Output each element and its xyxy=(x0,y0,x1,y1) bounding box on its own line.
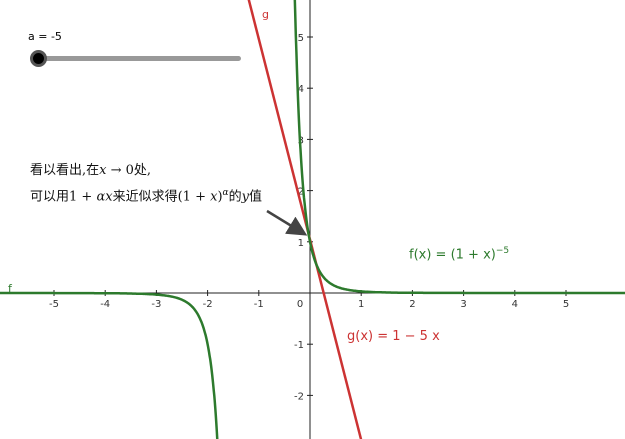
y-tick-label: 4 xyxy=(298,84,304,95)
x-tick-label: 5 xyxy=(563,299,569,310)
x-tick-label: 1 xyxy=(358,299,364,310)
slider-track[interactable] xyxy=(38,56,241,61)
annotation-line-2: 可以用1 + αx来近似求得(1 + x)α的y值 xyxy=(30,188,262,205)
x-tick-label: -5 xyxy=(49,299,59,310)
x-tick-label: -2 xyxy=(203,299,213,310)
slider-thumb[interactable] xyxy=(30,50,47,67)
x-tick-label: -4 xyxy=(100,299,110,310)
y-tick-label: 2 xyxy=(298,187,304,198)
x-tick-label: 2 xyxy=(409,299,415,310)
f-curve-right-branch[interactable] xyxy=(293,0,625,295)
x-tick-label: 4 xyxy=(512,299,518,310)
slider-label: a = -5 xyxy=(28,30,62,43)
y-tick-label: 1 xyxy=(298,238,304,249)
annotation-arrow xyxy=(266,209,308,236)
x-tick-label: 3 xyxy=(460,299,466,310)
y-tick-label: -1 xyxy=(294,340,304,351)
x-tick-label: 0 xyxy=(297,299,303,310)
g-curve-label: g xyxy=(262,8,269,21)
annotation-line-1: 看以看出,在x → 0处, xyxy=(30,163,152,178)
annotation-text: 看以看出,在x → 0处, 可以用1 + αx来近似求得(1 + x)α的y值 xyxy=(30,160,262,208)
y-tick-label: 5 xyxy=(298,33,304,44)
x-tick-label: -3 xyxy=(151,299,161,310)
f-formula-label: f(x) = (1 + x)−5 xyxy=(409,246,510,263)
g-line-curve[interactable] xyxy=(247,0,363,439)
f-curve-left-branch[interactable] xyxy=(0,291,219,439)
x-tick-label: -1 xyxy=(254,299,264,310)
g-formula-label: g(x) = 1 − 5 x xyxy=(347,329,440,344)
f-curve-label: f xyxy=(8,282,12,295)
y-tick-label: -2 xyxy=(294,391,304,402)
